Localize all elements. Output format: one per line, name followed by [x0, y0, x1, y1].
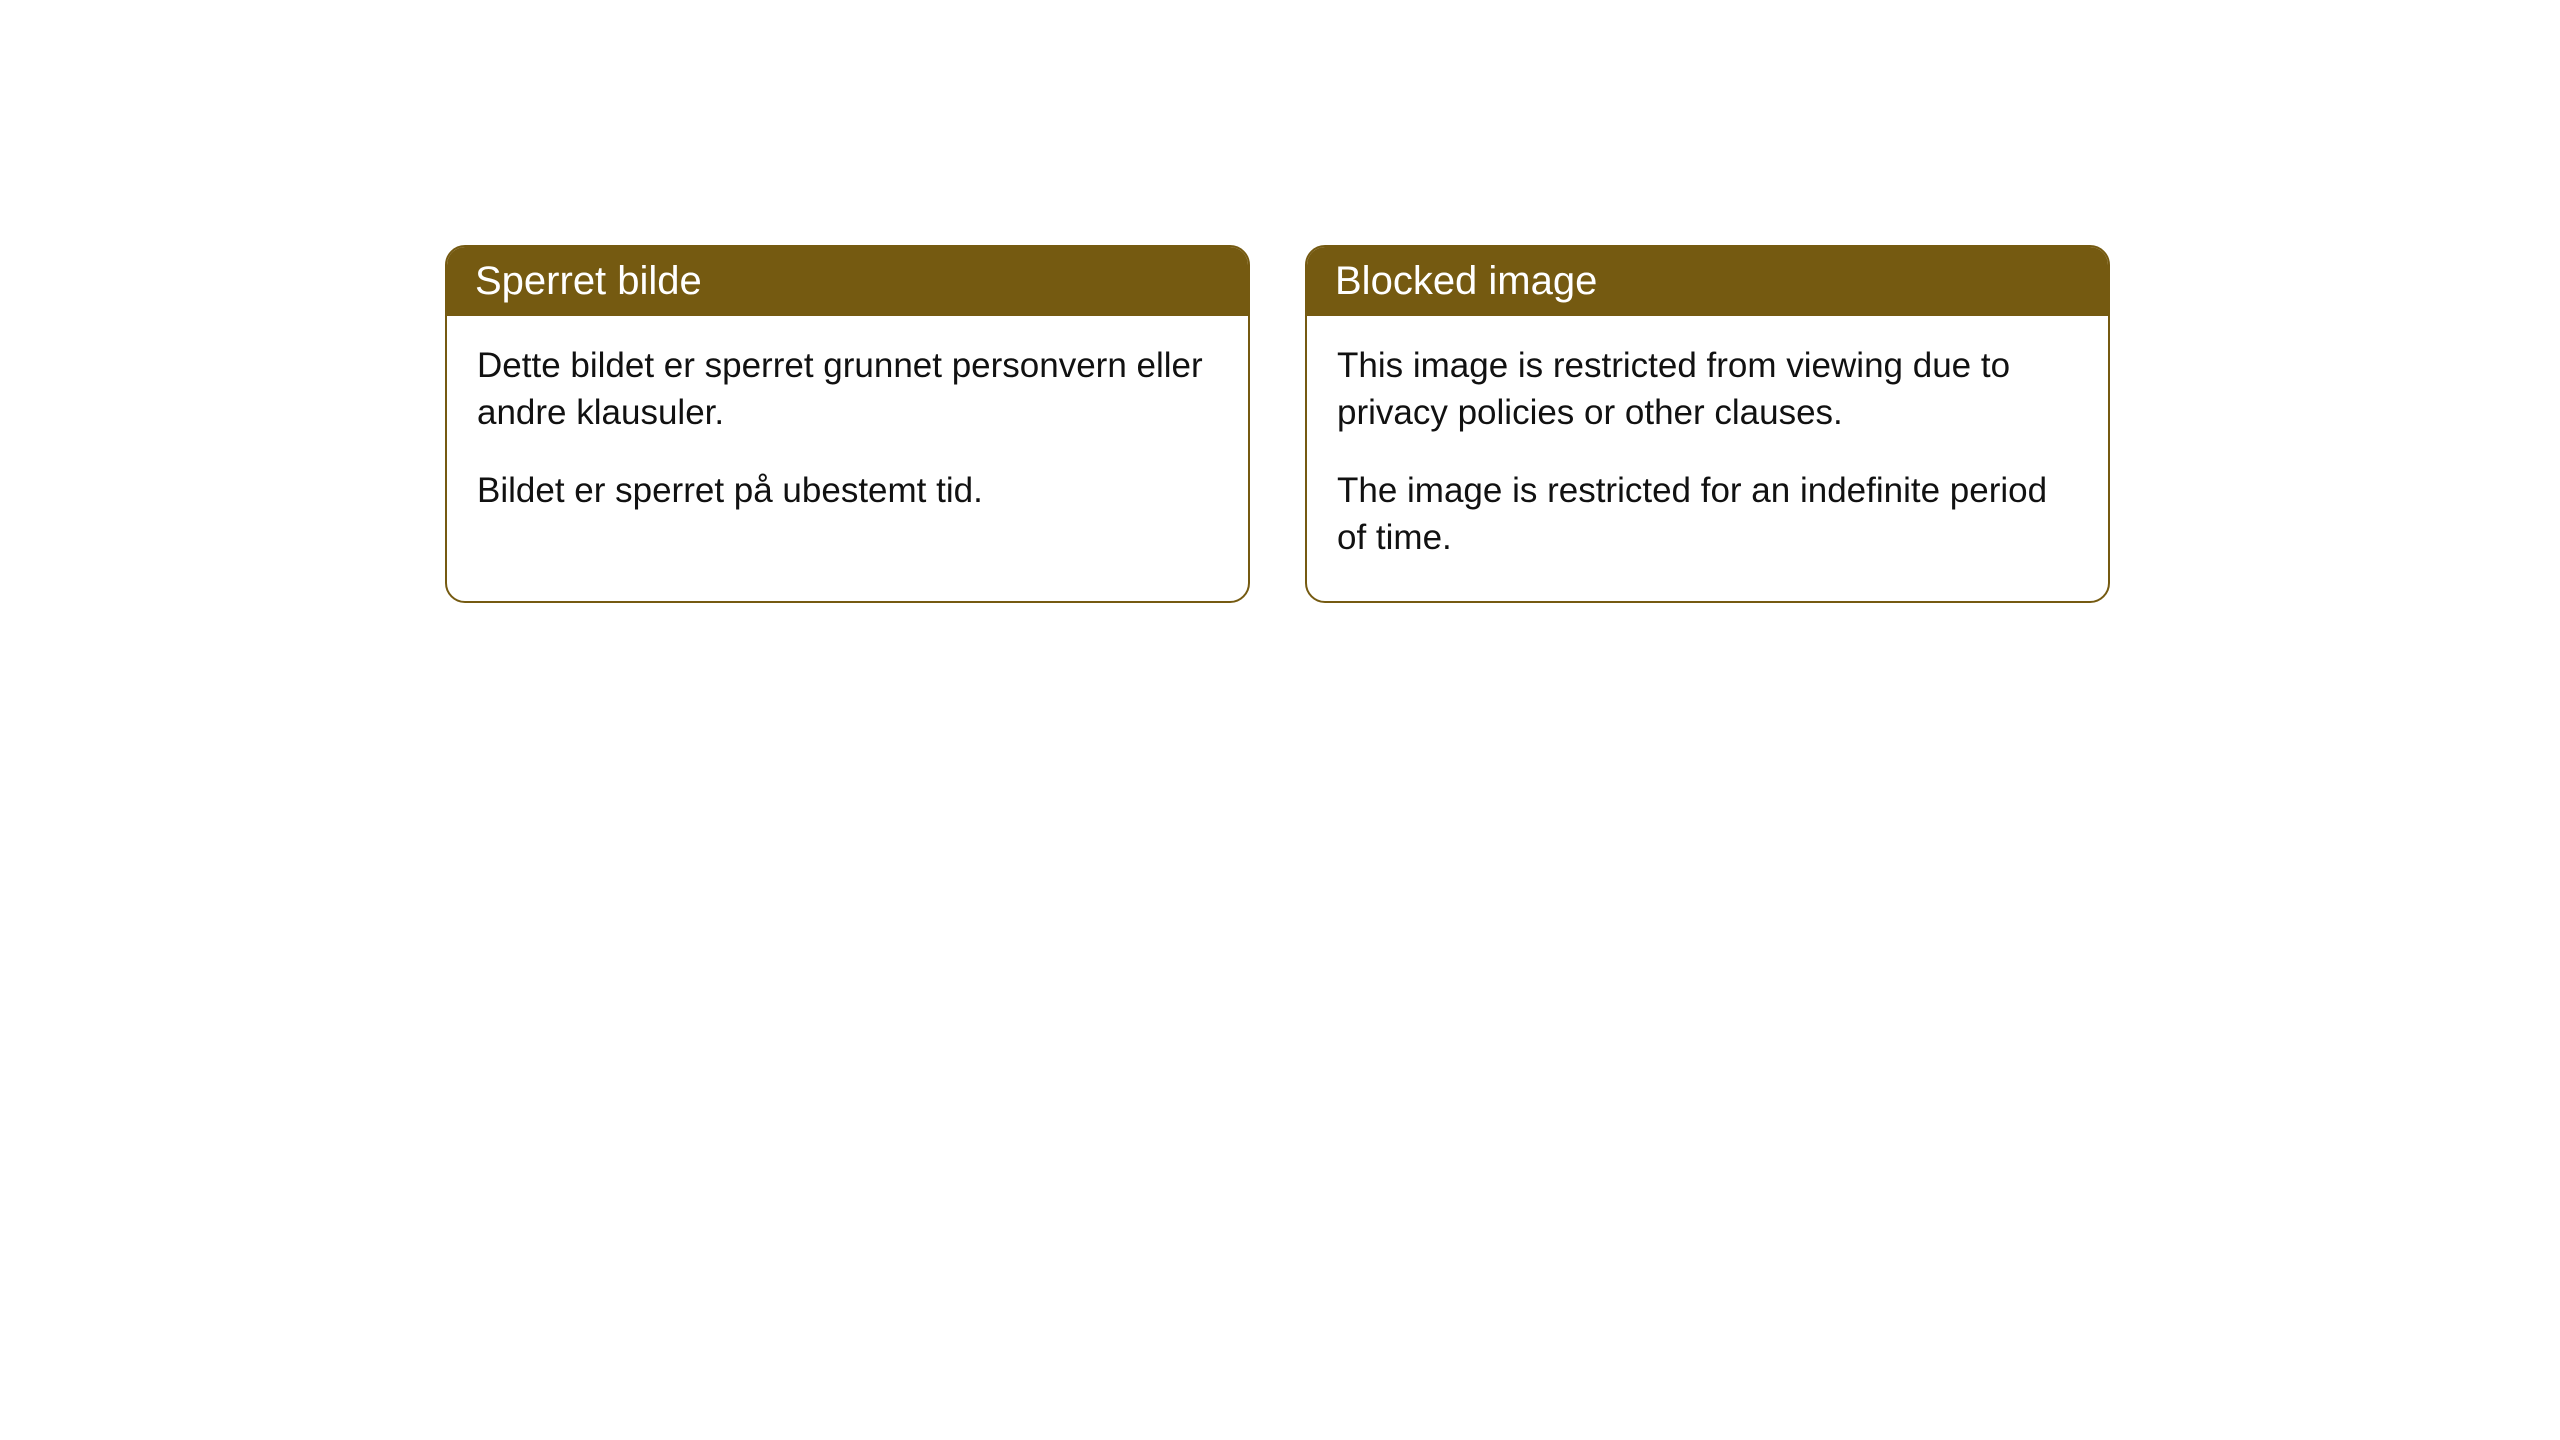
card-paragraph: This image is restricted from viewing du… — [1337, 342, 2078, 437]
card-title: Blocked image — [1335, 259, 1597, 303]
card-title: Sperret bilde — [475, 259, 702, 303]
card-header-norwegian: Sperret bilde — [447, 247, 1248, 316]
cards-container: Sperret bilde Dette bildet er sperret gr… — [0, 0, 2560, 603]
card-body-norwegian: Dette bildet er sperret grunnet personve… — [447, 316, 1248, 554]
card-norwegian: Sperret bilde Dette bildet er sperret gr… — [445, 245, 1250, 603]
card-body-english: This image is restricted from viewing du… — [1307, 316, 2108, 601]
card-paragraph: Bildet er sperret på ubestemt tid. — [477, 467, 1218, 514]
card-paragraph: Dette bildet er sperret grunnet personve… — [477, 342, 1218, 437]
card-english: Blocked image This image is restricted f… — [1305, 245, 2110, 603]
card-paragraph: The image is restricted for an indefinit… — [1337, 467, 2078, 562]
card-header-english: Blocked image — [1307, 247, 2108, 316]
